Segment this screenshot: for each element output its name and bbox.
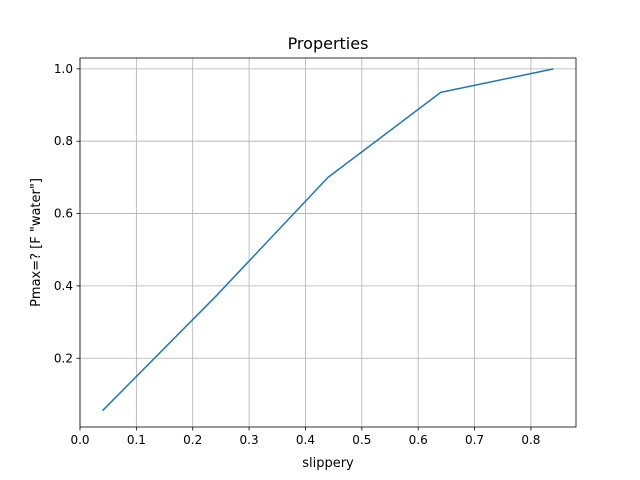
x-tick-label: 0.2 (183, 433, 202, 447)
x-tick-label: 0.6 (409, 433, 428, 447)
x-axis-label: slippery (302, 456, 354, 471)
x-tick-label: 0.7 (465, 433, 484, 447)
y-tick-label: 0.2 (54, 351, 73, 365)
x-tick-label: 0.4 (296, 433, 315, 447)
y-tick-label: 1.0 (54, 62, 73, 76)
y-axis-label: Pmax=? [F "water"] (29, 178, 44, 307)
series-layer (101, 68, 554, 412)
y-tick-label: 0.8 (54, 134, 73, 148)
y-tick-label: 0.4 (54, 279, 73, 293)
x-tick-label: 0.1 (127, 433, 146, 447)
series-line (101, 68, 554, 412)
x-tick-label: 0.0 (70, 433, 89, 447)
x-tick-label: 0.8 (521, 433, 540, 447)
plot-frame (79, 57, 577, 428)
grid (79, 58, 576, 427)
x-tick-label: 0.5 (352, 433, 371, 447)
ticks: 0.0 0.1 0.2 0.3 0.4 0.5 0.6 0.7 0.8 0.2 0.4 0.6 0.8 1… (54, 62, 541, 447)
y-tick-label: 0.6 (54, 207, 73, 221)
x-tick-label: 0.3 (240, 433, 259, 447)
chart-title: Properties (288, 34, 369, 53)
